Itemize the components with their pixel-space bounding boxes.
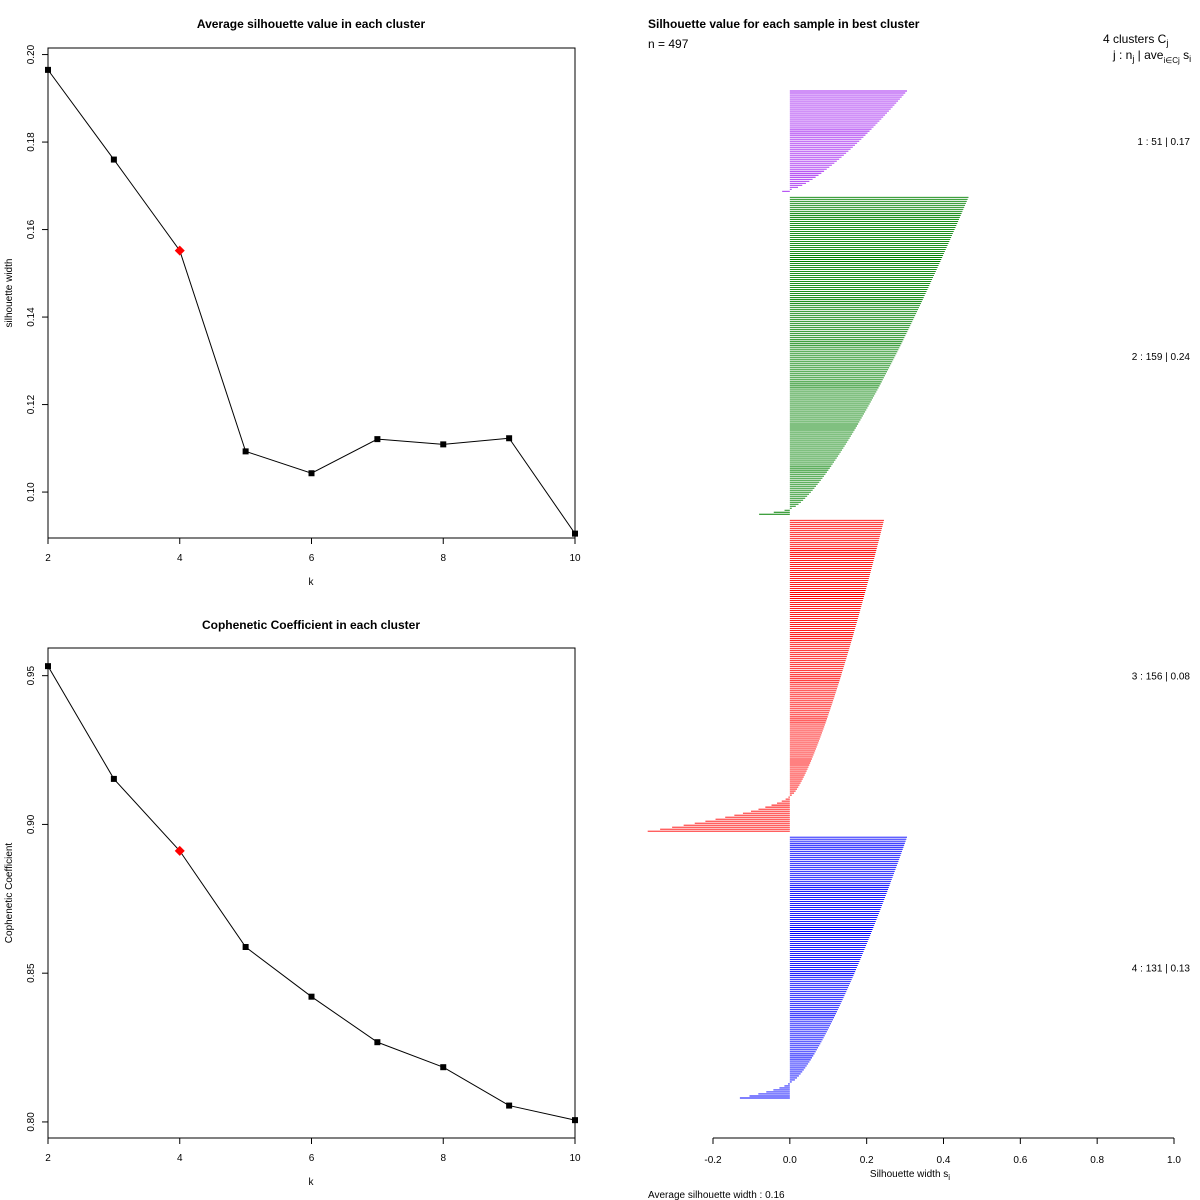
silhouette-bar-plot: Silhouette value for each sample in best… [647, 17, 1191, 1200]
y-tick-label: 0.18 [26, 132, 37, 152]
x-tick-label: 10 [569, 1153, 581, 1164]
y-tick-label: 0.20 [26, 44, 37, 64]
legend-header-text: 4 clusters C [1103, 32, 1167, 46]
x-tick-label: 6 [309, 553, 315, 564]
x-axis-label-text: Silhouette width s [870, 1169, 948, 1180]
legend-columns-end: s [1180, 48, 1189, 62]
cophenetic-line-chart: Cophenetic Coefficient in each cluster 2… [4, 618, 581, 1188]
legend-columns: j : nj | avei∈Cj si [1112, 48, 1191, 65]
data-series [45, 66, 578, 537]
x-axis-label-sub: i [948, 1173, 950, 1182]
highlight-point [174, 245, 185, 256]
cluster-1-bars [782, 90, 908, 192]
data-point [440, 1064, 447, 1071]
cluster-2-bars [759, 196, 969, 515]
x-tick-label: 10 [569, 553, 581, 564]
data-point [308, 993, 315, 1000]
x-axis-label: k [309, 1177, 315, 1188]
data-point [308, 470, 315, 477]
y-tick-label: 0.95 [26, 666, 37, 686]
data-point [374, 436, 381, 443]
x-axis-label: k [309, 577, 315, 588]
chart-title: Silhouette value for each sample in best… [648, 17, 920, 31]
data-point [110, 156, 117, 163]
silhouette-line-chart: Average silhouette value in each cluster… [4, 17, 581, 588]
legend-columns-tail: | ave [1134, 48, 1163, 62]
y-axis: 0.80 0.85 0.90 0.95 [26, 666, 48, 1132]
y-tick-label: 0.14 [26, 307, 37, 327]
sample-count: n = 497 [648, 37, 689, 51]
highlight-point [174, 845, 185, 856]
cluster-label: 1 : 51 | 0.17 [1137, 137, 1190, 148]
data-point [45, 66, 51, 73]
x-tick-label: 4 [177, 553, 183, 564]
legend-header-sub: j [1165, 38, 1168, 48]
cluster-3-bars [647, 519, 884, 832]
x-tick-label: 2 [45, 1153, 51, 1164]
average-silhouette-footer: Average silhouette width : 0.16 [648, 1190, 785, 1200]
x-axis-label: Silhouette width si [870, 1169, 950, 1182]
cluster-label: 2 : 159 | 0.24 [1132, 352, 1191, 363]
cluster-label: 3 : 156 | 0.08 [1132, 672, 1191, 683]
data-point [374, 1039, 381, 1046]
x-axis: -0.2 0.0 0.2 0.4 0.6 0.8 1.0 [704, 1137, 1181, 1166]
silhouette-bars [647, 90, 969, 1099]
data-point [506, 435, 513, 442]
x-axis: 2 4 6 8 10 [45, 538, 581, 564]
x-tick-label: 0.2 [860, 1155, 874, 1166]
legend-columns-text: j : n [1112, 48, 1132, 62]
x-tick-label: 8 [440, 1153, 446, 1164]
x-tick-label: -0.2 [704, 1155, 722, 1166]
x-axis: 2 4 6 8 10 [45, 1138, 581, 1164]
data-point [242, 448, 249, 455]
x-tick-label: 0.6 [1013, 1155, 1027, 1166]
x-tick-label: 0.4 [937, 1155, 951, 1166]
data-point [45, 663, 51, 670]
legend-columns-sub2: i∈Cj [1163, 56, 1180, 65]
y-tick-label: 0.12 [26, 394, 37, 414]
legend-columns-end-sub: i [1189, 54, 1191, 64]
cluster-labels: 1 : 51 | 0.17 2 : 159 | 0.24 3 : 156 | 0.0… [1132, 137, 1191, 974]
y-tick-label: 0.85 [26, 963, 37, 983]
x-tick-label: 0.8 [1090, 1155, 1104, 1166]
x-tick-label: 0.0 [783, 1155, 797, 1166]
y-axis: 0.10 0.12 0.14 0.16 0.18 0.20 [26, 44, 48, 502]
data-point [572, 530, 578, 537]
chart-title: Cophenetic Coefficient in each cluster [202, 618, 420, 632]
legend-columns-sub: j [1131, 54, 1134, 64]
data-point [440, 441, 447, 448]
x-tick-label: 1.0 [1167, 1155, 1181, 1166]
cluster-label: 4 : 131 | 0.13 [1132, 964, 1191, 975]
legend-header: 4 clusters Cj [1103, 32, 1168, 48]
y-tick-label: 0.80 [26, 1112, 37, 1132]
y-tick-label: 0.90 [26, 814, 37, 834]
data-point [506, 1102, 513, 1109]
data-point [110, 775, 117, 782]
y-axis-label: silhouette width [4, 259, 15, 328]
chart-title: Average silhouette value in each cluster [197, 17, 426, 31]
y-tick-label: 0.10 [26, 482, 37, 502]
x-tick-label: 8 [440, 553, 446, 564]
data-point [572, 1117, 578, 1124]
cluster-4-bars [739, 836, 908, 1099]
y-axis-label: Cophenetic Coefficient [4, 843, 15, 944]
x-tick-label: 2 [45, 553, 51, 564]
x-tick-label: 6 [309, 1153, 315, 1164]
y-tick-label: 0.16 [26, 219, 37, 239]
x-tick-label: 4 [177, 1153, 183, 1164]
data-series [45, 663, 578, 1124]
data-point [242, 943, 249, 950]
